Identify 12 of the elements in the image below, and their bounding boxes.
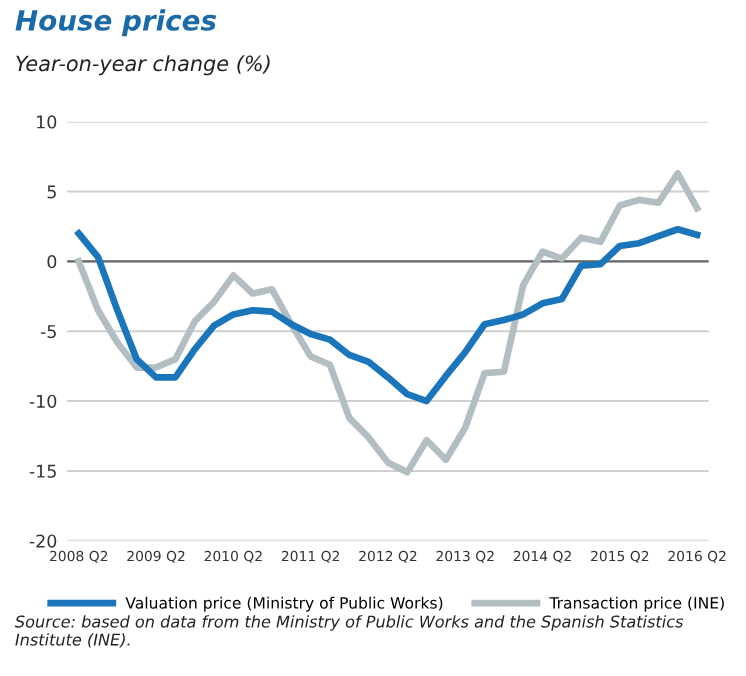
source-note: Source: based on data from the Ministry of Public Works and the Spanish Statistics Institute (INE). bbox=[15, 615, 684, 648]
line-series bbox=[75, 225, 701, 405]
line-series bbox=[75, 170, 701, 476]
y-tick-label: -15 bbox=[29, 464, 56, 478]
y-tick-label: -10 bbox=[29, 394, 57, 408]
y-tick-label: -20 bbox=[29, 534, 57, 548]
y-tick-label: -5 bbox=[40, 325, 56, 339]
y-tick-label: 5 bbox=[47, 185, 56, 199]
chart-subtitle: Year-on-year change (%) bbox=[16, 55, 270, 76]
chart-title: House prices bbox=[15, 9, 217, 37]
y-tick-label: 10 bbox=[37, 115, 57, 129]
y-tick-label: 0 bbox=[47, 255, 57, 269]
